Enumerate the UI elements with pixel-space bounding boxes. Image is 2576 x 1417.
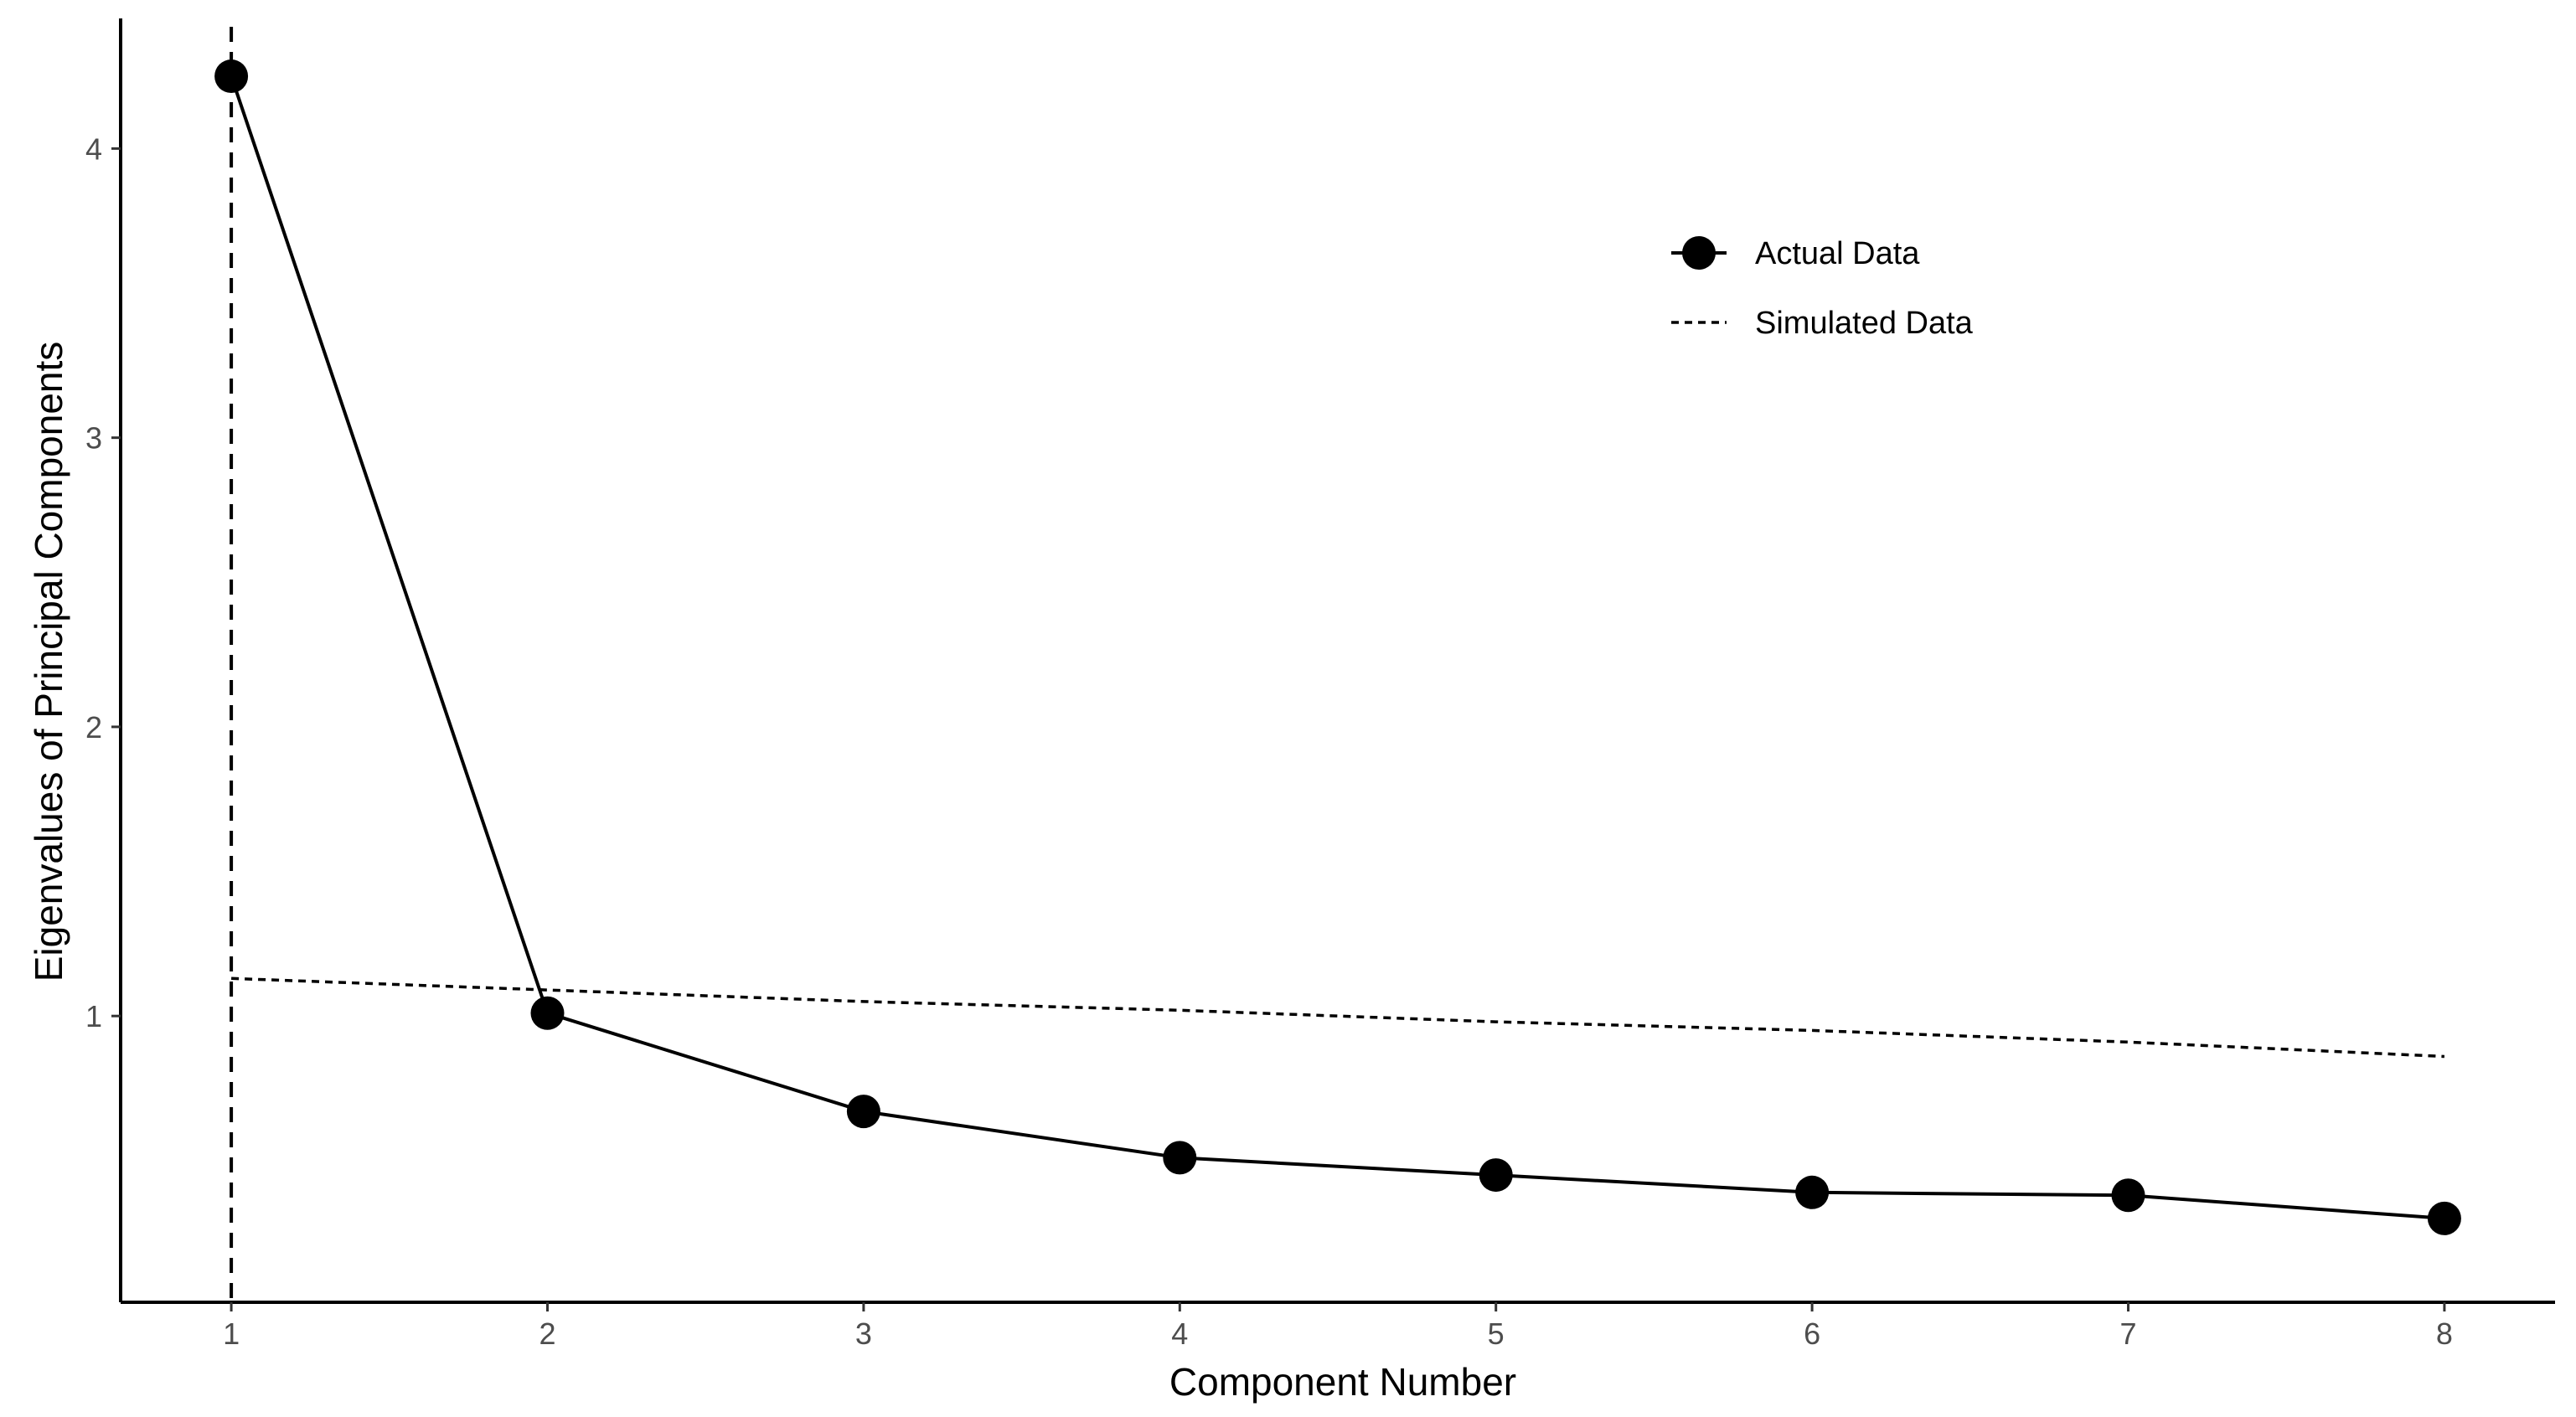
x-tick-label: 2 <box>539 1317 555 1351</box>
x-tick-label: 3 <box>855 1317 872 1351</box>
actual-data-point <box>1479 1158 1513 1193</box>
actual-data-point <box>846 1095 880 1129</box>
plot-area <box>214 27 2461 1302</box>
x-tick-label: 5 <box>1488 1317 1505 1351</box>
actual-data-point <box>2111 1178 2145 1213</box>
x-axis-title: Component Number <box>1169 1360 1516 1404</box>
axes: 1 2 3 4 5 6 7 8 1 2 3 4 <box>85 18 2555 1351</box>
x-tick-label: 7 <box>2119 1317 2136 1351</box>
actual-data-point <box>530 996 565 1030</box>
y-tick-label: 4 <box>85 131 102 166</box>
y-tick-label: 3 <box>85 421 102 456</box>
actual-data-line <box>230 75 2445 1220</box>
legend-item: Simulated Data <box>1671 306 1974 341</box>
actual-data-point <box>1163 1141 1197 1175</box>
actual-data-point <box>2427 1201 2461 1235</box>
y-tick-label: 2 <box>85 710 102 745</box>
y-tick-label: 1 <box>85 999 102 1033</box>
x-tick-label: 6 <box>1804 1317 1820 1351</box>
legend-point-key <box>1682 236 1716 270</box>
actual-data-point <box>1795 1175 1830 1209</box>
y-axis-title: Eigenvalues of Principal Components <box>27 342 70 982</box>
simulated-data-line <box>231 976 2444 1059</box>
legend-item: Actual Data <box>1671 236 1920 271</box>
x-tick-label: 1 <box>223 1317 240 1351</box>
legend-label: Actual Data <box>1755 236 1920 271</box>
x-tick-label: 8 <box>2436 1317 2453 1351</box>
legend: Actual Data Simulated Data <box>1671 236 1974 341</box>
legend-label: Simulated Data <box>1755 306 1974 341</box>
actual-data-point <box>214 59 249 94</box>
x-tick-label: 4 <box>1171 1317 1188 1351</box>
